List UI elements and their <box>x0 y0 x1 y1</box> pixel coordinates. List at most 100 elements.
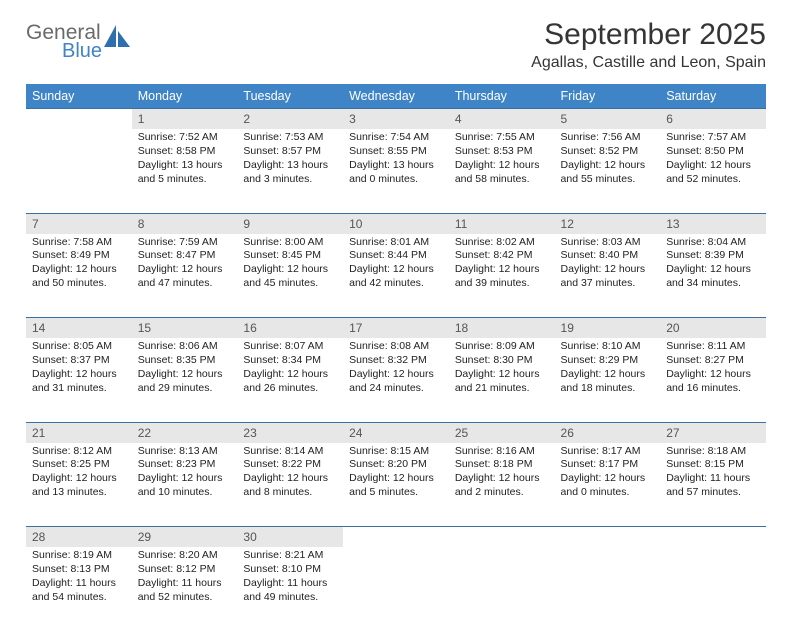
sunrise-text: Sunrise: 8:11 AM <box>666 340 760 354</box>
dl2-text: and 52 minutes. <box>138 591 232 605</box>
dl2-text: and 57 minutes. <box>666 486 760 500</box>
day-number-cell: 8 <box>132 213 238 234</box>
day-body-cell: Sunrise: 7:57 AMSunset: 8:50 PMDaylight:… <box>660 129 766 213</box>
day-body-row: Sunrise: 7:52 AMSunset: 8:58 PMDaylight:… <box>26 129 766 213</box>
page: General Blue September 2025 Agallas, Cas… <box>0 0 792 631</box>
day-number-cell: 25 <box>449 422 555 443</box>
weekday-header: Friday <box>555 84 661 109</box>
weekday-header: Tuesday <box>237 84 343 109</box>
sunset-text: Sunset: 8:57 PM <box>243 145 337 159</box>
day-body-cell: Sunrise: 8:14 AMSunset: 8:22 PMDaylight:… <box>237 443 343 527</box>
sunset-text: Sunset: 8:42 PM <box>455 249 549 263</box>
dl2-text: and 5 minutes. <box>349 486 443 500</box>
day-body-cell: Sunrise: 7:56 AMSunset: 8:52 PMDaylight:… <box>555 129 661 213</box>
day-body-cell: Sunrise: 8:04 AMSunset: 8:39 PMDaylight:… <box>660 234 766 318</box>
header: General Blue September 2025 Agallas, Cas… <box>26 18 766 72</box>
day-number-cell: 21 <box>26 422 132 443</box>
day-number-cell: 7 <box>26 213 132 234</box>
dl2-text: and 2 minutes. <box>455 486 549 500</box>
dl1-text: Daylight: 12 hours <box>243 472 337 486</box>
title-block: September 2025 Agallas, Castille and Leo… <box>531 18 766 72</box>
sunrise-text: Sunrise: 8:02 AM <box>455 236 549 250</box>
day-number-cell: 24 <box>343 422 449 443</box>
dl1-text: Daylight: 12 hours <box>138 368 232 382</box>
dl1-text: Daylight: 11 hours <box>32 577 126 591</box>
day-body-row: Sunrise: 7:58 AMSunset: 8:49 PMDaylight:… <box>26 234 766 318</box>
daynum-row: 21222324252627 <box>26 422 766 443</box>
sunrise-text: Sunrise: 8:21 AM <box>243 549 337 563</box>
day-number-cell: 20 <box>660 318 766 339</box>
day-body-cell: Sunrise: 8:05 AMSunset: 8:37 PMDaylight:… <box>26 338 132 422</box>
day-body-cell: Sunrise: 8:15 AMSunset: 8:20 PMDaylight:… <box>343 443 449 527</box>
day-body-cell: Sunrise: 8:21 AMSunset: 8:10 PMDaylight:… <box>237 547 343 631</box>
dl1-text: Daylight: 12 hours <box>349 368 443 382</box>
dl1-text: Daylight: 12 hours <box>561 472 655 486</box>
sunrise-text: Sunrise: 7:58 AM <box>32 236 126 250</box>
weekday-header: Thursday <box>449 84 555 109</box>
day-number-cell: 11 <box>449 213 555 234</box>
sunrise-text: Sunrise: 8:10 AM <box>561 340 655 354</box>
day-body-cell: Sunrise: 8:06 AMSunset: 8:35 PMDaylight:… <box>132 338 238 422</box>
day-number-cell: 3 <box>343 109 449 130</box>
logo-text: General Blue <box>26 22 102 61</box>
dl2-text: and 10 minutes. <box>138 486 232 500</box>
dl1-text: Daylight: 12 hours <box>32 368 126 382</box>
weekday-header: Sunday <box>26 84 132 109</box>
dl1-text: Daylight: 12 hours <box>455 368 549 382</box>
day-body-cell: Sunrise: 8:16 AMSunset: 8:18 PMDaylight:… <box>449 443 555 527</box>
dl2-text: and 55 minutes. <box>561 173 655 187</box>
sunset-text: Sunset: 8:10 PM <box>243 563 337 577</box>
sunset-text: Sunset: 8:22 PM <box>243 458 337 472</box>
sunset-text: Sunset: 8:18 PM <box>455 458 549 472</box>
dl2-text: and 16 minutes. <box>666 382 760 396</box>
dl2-text: and 26 minutes. <box>243 382 337 396</box>
dl1-text: Daylight: 12 hours <box>666 159 760 173</box>
dl2-text: and 8 minutes. <box>243 486 337 500</box>
day-number-cell: 2 <box>237 109 343 130</box>
daynum-row: 123456 <box>26 109 766 130</box>
dl1-text: Daylight: 12 hours <box>561 368 655 382</box>
day-body-cell: Sunrise: 8:10 AMSunset: 8:29 PMDaylight:… <box>555 338 661 422</box>
sunset-text: Sunset: 8:27 PM <box>666 354 760 368</box>
sunset-text: Sunset: 8:47 PM <box>138 249 232 263</box>
sunrise-text: Sunrise: 8:03 AM <box>561 236 655 250</box>
sunrise-text: Sunrise: 8:14 AM <box>243 445 337 459</box>
day-body-cell: Sunrise: 8:00 AMSunset: 8:45 PMDaylight:… <box>237 234 343 318</box>
dl1-text: Daylight: 12 hours <box>138 472 232 486</box>
dl2-text: and 47 minutes. <box>138 277 232 291</box>
sunrise-text: Sunrise: 7:57 AM <box>666 131 760 145</box>
dl2-text: and 58 minutes. <box>455 173 549 187</box>
dl1-text: Daylight: 12 hours <box>455 263 549 277</box>
dl1-text: Daylight: 12 hours <box>561 159 655 173</box>
sunrise-text: Sunrise: 8:13 AM <box>138 445 232 459</box>
day-body-cell: Sunrise: 8:11 AMSunset: 8:27 PMDaylight:… <box>660 338 766 422</box>
sunrise-text: Sunrise: 8:08 AM <box>349 340 443 354</box>
day-number-cell: 9 <box>237 213 343 234</box>
dl1-text: Daylight: 11 hours <box>243 577 337 591</box>
dl2-text: and 54 minutes. <box>32 591 126 605</box>
dl2-text: and 18 minutes. <box>561 382 655 396</box>
day-number-cell <box>660 527 766 548</box>
day-body-cell <box>555 547 661 631</box>
dl2-text: and 49 minutes. <box>243 591 337 605</box>
day-body-row: Sunrise: 8:12 AMSunset: 8:25 PMDaylight:… <box>26 443 766 527</box>
day-body-cell: Sunrise: 8:17 AMSunset: 8:17 PMDaylight:… <box>555 443 661 527</box>
dl1-text: Daylight: 12 hours <box>561 263 655 277</box>
sunrise-text: Sunrise: 8:15 AM <box>349 445 443 459</box>
day-body-cell: Sunrise: 8:18 AMSunset: 8:15 PMDaylight:… <box>660 443 766 527</box>
dl2-text: and 0 minutes. <box>561 486 655 500</box>
sunset-text: Sunset: 8:25 PM <box>32 458 126 472</box>
dl1-text: Daylight: 12 hours <box>243 368 337 382</box>
dl2-text: and 13 minutes. <box>32 486 126 500</box>
dl1-text: Daylight: 12 hours <box>32 472 126 486</box>
day-body-cell: Sunrise: 8:08 AMSunset: 8:32 PMDaylight:… <box>343 338 449 422</box>
day-number-cell: 26 <box>555 422 661 443</box>
daynum-row: 282930 <box>26 527 766 548</box>
sunrise-text: Sunrise: 8:00 AM <box>243 236 337 250</box>
dl2-text: and 50 minutes. <box>32 277 126 291</box>
location-subtitle: Agallas, Castille and Leon, Spain <box>531 54 766 72</box>
day-body-cell: Sunrise: 7:58 AMSunset: 8:49 PMDaylight:… <box>26 234 132 318</box>
sunset-text: Sunset: 8:44 PM <box>349 249 443 263</box>
sunrise-text: Sunrise: 7:53 AM <box>243 131 337 145</box>
day-number-cell: 28 <box>26 527 132 548</box>
